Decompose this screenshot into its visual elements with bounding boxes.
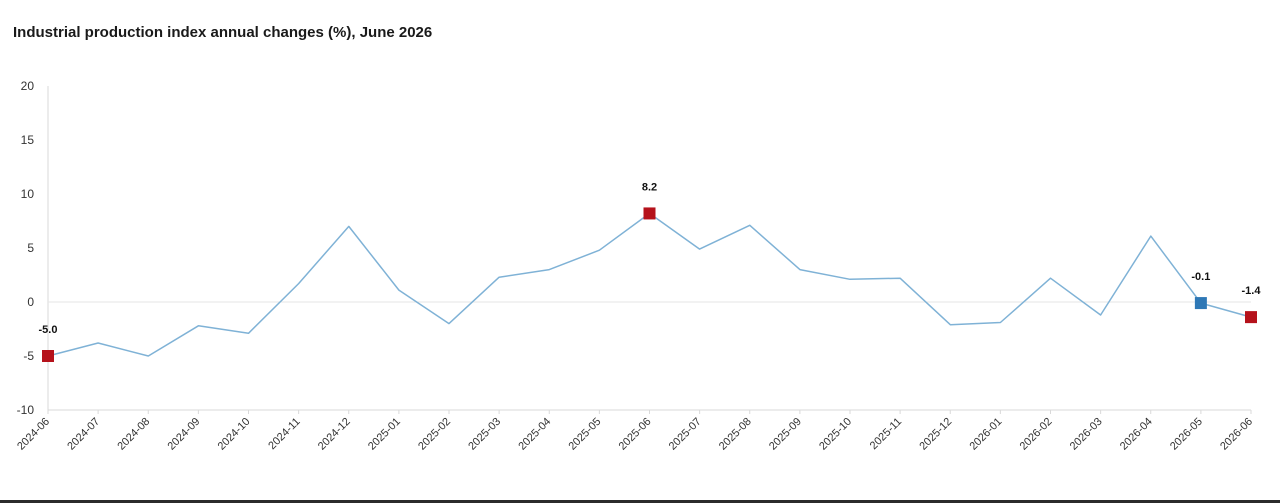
- y-tick-label: 15: [21, 133, 35, 147]
- x-tick-label: 2025-10: [817, 416, 854, 453]
- x-tick-label: 2024-12: [316, 416, 353, 453]
- x-tick-label: 2026-01: [967, 416, 1004, 453]
- x-tick-label: 2026-02: [1018, 416, 1055, 453]
- x-tick-label: 2025-08: [717, 416, 754, 453]
- highlight-markers: [42, 207, 1257, 362]
- data-point-marker: [1245, 311, 1257, 324]
- x-tick-label: 2025-05: [566, 416, 603, 453]
- y-tick-label: 10: [21, 187, 35, 201]
- x-tick-label: 2024-09: [165, 416, 202, 453]
- y-tick-label: 20: [21, 79, 35, 93]
- x-tick-label: 2026-04: [1118, 416, 1155, 453]
- x-tick-label: 2024-11: [266, 416, 302, 452]
- data-point-marker: [42, 350, 54, 362]
- x-tick-label: 2026-06: [1218, 416, 1255, 453]
- y-tick-label: 5: [27, 241, 34, 255]
- data-label: 8.2: [642, 181, 657, 193]
- data-label: -0.1: [1191, 271, 1210, 283]
- axes: -10 -5 0 5 10 15 20 2024-06 2024-07 2024-08 2024-0…: [15, 79, 1255, 453]
- x-tick-label: 2025-06: [617, 416, 654, 453]
- x-tick-label: 2025-02: [416, 416, 453, 453]
- x-tick-label: 2025-12: [917, 416, 954, 453]
- x-tick-label: 2025-03: [466, 416, 503, 453]
- x-tick-label: 2024-10: [216, 416, 253, 453]
- x-tick-label: 2026-03: [1068, 416, 1105, 453]
- x-tick-label: 2025-04: [516, 416, 553, 453]
- x-tick-label: 2024-06: [15, 416, 52, 453]
- chart-title: Industrial production index annual chang…: [13, 24, 433, 41]
- data-point-marker: [1194, 297, 1207, 310]
- y-tick-label: -5: [23, 349, 34, 363]
- x-tick-label: 2024-08: [115, 416, 152, 453]
- y-tick-label: -10: [17, 403, 35, 417]
- series-line: [47, 212, 1252, 357]
- x-tick-label: 2025-11: [868, 416, 904, 452]
- data-label: -5.0: [39, 324, 58, 336]
- x-tick-label: 2025-09: [767, 416, 804, 453]
- y-tick-label: 0: [27, 295, 34, 309]
- x-tick-label: 2026-05: [1168, 416, 1205, 453]
- data-point-marker: [643, 207, 656, 220]
- data-label: -1.4: [1242, 285, 1262, 297]
- x-tick-label: 2025-01: [366, 416, 403, 453]
- x-tick-label: 2024-07: [65, 416, 102, 453]
- bottom-divider: [0, 500, 1280, 503]
- x-tick-label: 2025-07: [667, 416, 704, 453]
- data-labels: -5.0 8.2 -0.1 -1.4: [39, 181, 1262, 336]
- series-line-group: [47, 212, 1252, 357]
